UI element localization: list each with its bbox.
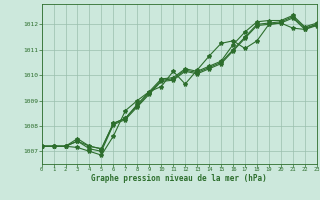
X-axis label: Graphe pression niveau de la mer (hPa): Graphe pression niveau de la mer (hPa)	[91, 174, 267, 183]
